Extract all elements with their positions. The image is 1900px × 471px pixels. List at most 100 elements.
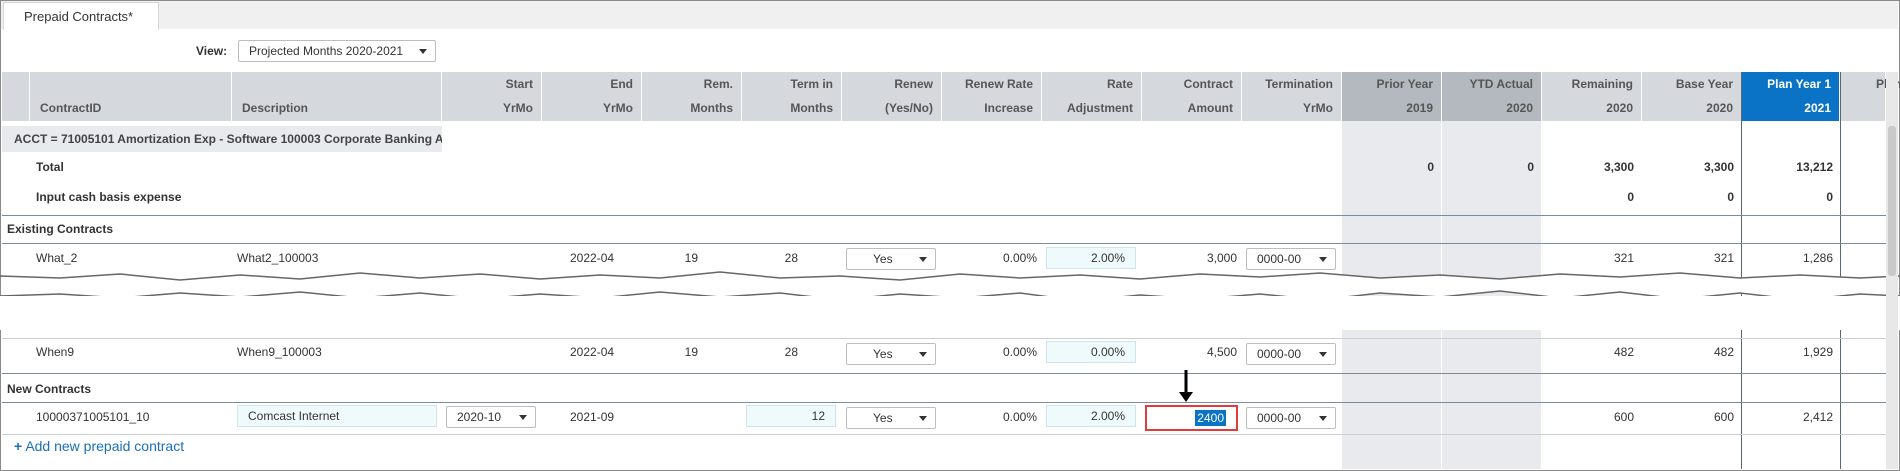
contract-id: When9 (36, 345, 75, 359)
view-select-value: Projected Months 2020-2021 (249, 44, 404, 58)
divider (2, 215, 1898, 216)
col-base-year[interactable]: Base Year 2020 (1642, 72, 1742, 121)
renew-rate-increase: 0.00% (1002, 345, 1037, 359)
contract-amount-input[interactable]: 2400 (1149, 408, 1234, 428)
existing-contracts-label: Existing Contracts (7, 222, 114, 236)
cash-base-year: 0 (1727, 190, 1734, 204)
col-ytd-actual[interactable]: YTD Actual 2020 (1442, 72, 1542, 121)
rem-months: 19 (684, 251, 698, 265)
total-base-year: 3,300 (1703, 160, 1734, 174)
term-months: 28 (784, 345, 798, 359)
chevron-down-icon (919, 352, 927, 357)
remaining-value: 482 (1613, 345, 1634, 359)
col-term-months[interactable]: Term in Months (742, 72, 842, 121)
chevron-down-icon (1319, 416, 1327, 421)
total-ytd-actual: 0 (1527, 160, 1534, 174)
col-renew[interactable]: Renew (Yes/No) (842, 72, 942, 121)
remaining-value: 321 (1613, 251, 1634, 265)
tab-bar: Prepaid Contracts* (1, 1, 1898, 30)
col-prior-year[interactable]: Prior Year 2019 (1342, 72, 1442, 121)
termination-select[interactable]: 0000-00 (1246, 343, 1336, 365)
renew-select[interactable]: Yes (846, 248, 936, 270)
renew-select[interactable]: Yes (846, 343, 936, 365)
add-prepaid-contract-link[interactable]: + Add new prepaid contract (14, 438, 184, 454)
torn-edge-break (0, 271, 1900, 330)
contract-id: 10000371005101_10 (36, 410, 150, 424)
row-selector-header (2, 72, 30, 121)
new-contracts-label: New Contracts (7, 382, 92, 396)
col-remaining[interactable]: Remaining 2020 (1542, 72, 1642, 121)
col-plan-year-1[interactable]: Plan Year 1 2021 (1742, 72, 1840, 121)
base-year-value: 482 (1713, 345, 1734, 359)
divider (2, 402, 1898, 403)
col-rate-adjustment[interactable]: Rate Adjustment (1042, 72, 1142, 121)
chevron-down-icon (919, 416, 927, 421)
grid-header (2, 72, 1898, 121)
base-year-value: 321 (1713, 251, 1734, 265)
renew-rate-increase: 0.00% (1002, 251, 1037, 265)
description-input[interactable]: Comcast Internet (237, 405, 437, 427)
end-yrmo: 2021-09 (570, 410, 615, 424)
plan-year-1-value: 1,286 (1802, 251, 1833, 265)
total-label: Total (36, 160, 64, 174)
account-group-header: ACCT = 71005101 Amortization Exp - Softw… (2, 126, 442, 152)
col-plan-partial[interactable]: Plan (1840, 72, 1900, 121)
col-contractid[interactable]: ContractID (30, 72, 232, 121)
plan-year-1-value: 1,929 (1802, 345, 1833, 359)
tab-prepaid-contracts[interactable]: Prepaid Contracts* (3, 2, 159, 30)
chevron-down-icon (419, 49, 427, 54)
plan-col-right-border (1840, 72, 1841, 469)
termination-select[interactable]: 0000-00 (1246, 248, 1336, 270)
scrollbar-thumb[interactable] (1888, 126, 1896, 276)
divider (2, 434, 1898, 435)
chevron-down-icon (1319, 352, 1327, 357)
end-yrmo: 2022-04 (570, 345, 615, 359)
contract-amount: 4,500 (1206, 345, 1237, 359)
base-year-value: 600 (1713, 410, 1734, 424)
rem-months: 19 (684, 345, 698, 359)
plan-col-left-border (1741, 72, 1742, 469)
col-rem-months[interactable]: Rem. Months (642, 72, 742, 121)
view-label: View: (196, 44, 228, 58)
view-select[interactable]: Projected Months 2020-2021 (238, 40, 436, 62)
col-end-yrmo[interactable]: End YrMo (542, 72, 642, 121)
total-plan-year-1: 13,212 (1796, 160, 1833, 174)
contract-amount: 3,000 (1206, 251, 1237, 265)
remaining-value: 600 (1613, 410, 1634, 424)
contract-id: What_2 (36, 251, 78, 265)
cash-remaining: 0 (1627, 190, 1634, 204)
col-termination-yrmo[interactable]: Termination YrMo (1242, 72, 1342, 121)
down-arrow-icon (1179, 370, 1193, 402)
rate-adjustment-input[interactable]: 0.00% (1046, 341, 1136, 363)
end-yrmo: 2022-04 (570, 251, 615, 265)
total-prior-year: 0 (1427, 160, 1434, 174)
renew-rate-increase: 0.00% (1002, 410, 1037, 424)
col-renew-rate-increase[interactable]: Renew Rate Increase (942, 72, 1042, 121)
col-contract-amount[interactable]: Contract Amount (1142, 72, 1242, 121)
total-remaining: 3,300 (1603, 160, 1634, 174)
renew-select[interactable]: Yes (846, 407, 936, 429)
col-start-yrmo[interactable]: Start YrMo (442, 72, 542, 121)
add-link-label: Add new prepaid contract (25, 438, 185, 454)
divider (2, 243, 1898, 244)
termination-select[interactable]: 0000-00 (1246, 407, 1336, 429)
chevron-down-icon (1319, 257, 1327, 262)
selected-amount: 2400 (1195, 410, 1226, 426)
rate-adjustment-input[interactable]: 2.00% (1046, 247, 1136, 269)
term-months-input[interactable]: 12 (746, 405, 836, 427)
divider (2, 338, 1898, 339)
chevron-down-icon (919, 257, 927, 262)
contract-description: When9_100003 (237, 345, 322, 359)
plan-year-1-value: 2,412 (1802, 410, 1833, 424)
cash-plan-year-1: 0 (1826, 190, 1833, 204)
contract-description: What2_100003 (237, 251, 319, 265)
chevron-down-icon (519, 415, 527, 420)
highlight-box (1145, 405, 1238, 431)
start-yrmo-select[interactable]: 2020-10 (446, 406, 536, 428)
term-months: 28 (784, 251, 798, 265)
cash-basis-label: Input cash basis expense (36, 190, 182, 204)
col-description[interactable]: Description (232, 72, 442, 121)
divider (2, 373, 1898, 374)
rate-adjustment-input[interactable]: 2.00% (1046, 405, 1136, 427)
